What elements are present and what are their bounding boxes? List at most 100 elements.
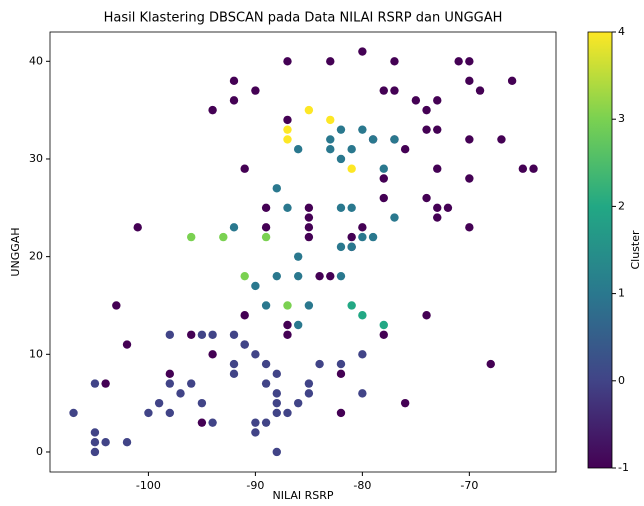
data-point: [251, 86, 260, 95]
data-point: [433, 213, 442, 222]
data-point: [507, 76, 517, 86]
data-point: [518, 164, 528, 173]
data-point: [358, 47, 367, 56]
data-point: [240, 271, 249, 281]
data-point: [347, 203, 356, 213]
data-point: [122, 340, 132, 349]
data-point: [272, 369, 281, 379]
data-point: [283, 203, 292, 213]
data-point: [261, 203, 271, 213]
data-point: [261, 418, 271, 427]
data-point: [208, 330, 217, 339]
data-point: [229, 369, 239, 379]
data-point: [368, 135, 378, 144]
data-point: [208, 105, 217, 115]
data-point: [283, 115, 292, 125]
data-point: [197, 330, 207, 339]
colorbar-tick-label: 2: [618, 199, 625, 212]
data-point: [379, 164, 388, 173]
y-tick-label: 40: [29, 54, 43, 67]
data-point: [261, 232, 271, 242]
data-point: [272, 447, 281, 457]
data-point: [326, 271, 335, 281]
data-point: [315, 271, 324, 281]
colorbar-tick-label: 0: [618, 374, 625, 387]
data-point: [293, 271, 303, 281]
data-point: [390, 57, 399, 66]
data-point: [261, 379, 271, 388]
data-point: [240, 340, 249, 349]
data-point: [465, 57, 474, 66]
data-point: [283, 57, 292, 66]
data-point: [497, 135, 506, 144]
data-point: [486, 359, 495, 369]
data-point: [390, 86, 399, 95]
data-point: [293, 320, 303, 330]
data-point: [358, 311, 367, 320]
data-point: [261, 223, 271, 232]
data-point: [347, 232, 356, 242]
data-point: [465, 223, 474, 232]
data-point: [400, 398, 410, 408]
data-point: [326, 135, 335, 144]
data-point: [422, 125, 431, 134]
data-point: [379, 193, 388, 203]
data-point: [293, 252, 303, 261]
plot-frame: [49, 31, 557, 473]
y-axis-label: UNGGAH: [9, 227, 22, 276]
data-point: [304, 213, 314, 222]
data-point: [240, 311, 249, 320]
data-point: [358, 389, 367, 398]
y-tick-label: 10: [29, 347, 43, 360]
data-point: [304, 203, 314, 213]
data-point: [90, 428, 100, 437]
data-point: [272, 184, 281, 193]
chart-title: Hasil Klastering DBSCAN pada Data NILAI …: [104, 11, 503, 26]
data-point: [293, 398, 303, 408]
data-point: [358, 223, 367, 232]
data-point: [165, 408, 175, 418]
data-point: [283, 301, 292, 310]
data-point: [251, 428, 260, 437]
data-point: [336, 359, 346, 369]
data-point: [347, 242, 356, 252]
data-point: [326, 115, 335, 125]
data-point: [336, 369, 346, 379]
data-point: [272, 398, 281, 408]
y-tick-label: 30: [29, 152, 43, 165]
data-point: [187, 379, 196, 388]
data-point: [304, 301, 314, 310]
data-point: [283, 320, 292, 330]
y-tick-label: 0: [36, 445, 43, 458]
data-point: [411, 96, 421, 105]
data-point: [336, 154, 346, 164]
data-point: [454, 57, 463, 66]
data-point: [475, 86, 485, 95]
data-point: [336, 203, 346, 213]
data-point: [251, 418, 260, 427]
data-point: [69, 408, 78, 418]
data-point: [208, 350, 217, 359]
data-point: [293, 145, 303, 154]
data-point: [283, 408, 292, 418]
data-point: [390, 213, 399, 222]
data-point: [400, 145, 410, 154]
data-point: [304, 379, 314, 388]
data-point: [176, 389, 185, 398]
data-point: [283, 125, 292, 134]
data-point: [422, 311, 431, 320]
data-point: [261, 301, 271, 310]
data-point: [112, 301, 121, 310]
colorbar: [587, 31, 613, 469]
data-point: [368, 232, 378, 242]
data-point: [379, 320, 388, 330]
data-point: [90, 447, 100, 457]
data-point: [251, 350, 260, 359]
data-point: [433, 203, 442, 213]
data-point: [379, 330, 388, 339]
data-point: [347, 301, 356, 310]
data-point: [251, 281, 260, 291]
data-point: [443, 203, 453, 213]
data-point: [187, 330, 196, 339]
